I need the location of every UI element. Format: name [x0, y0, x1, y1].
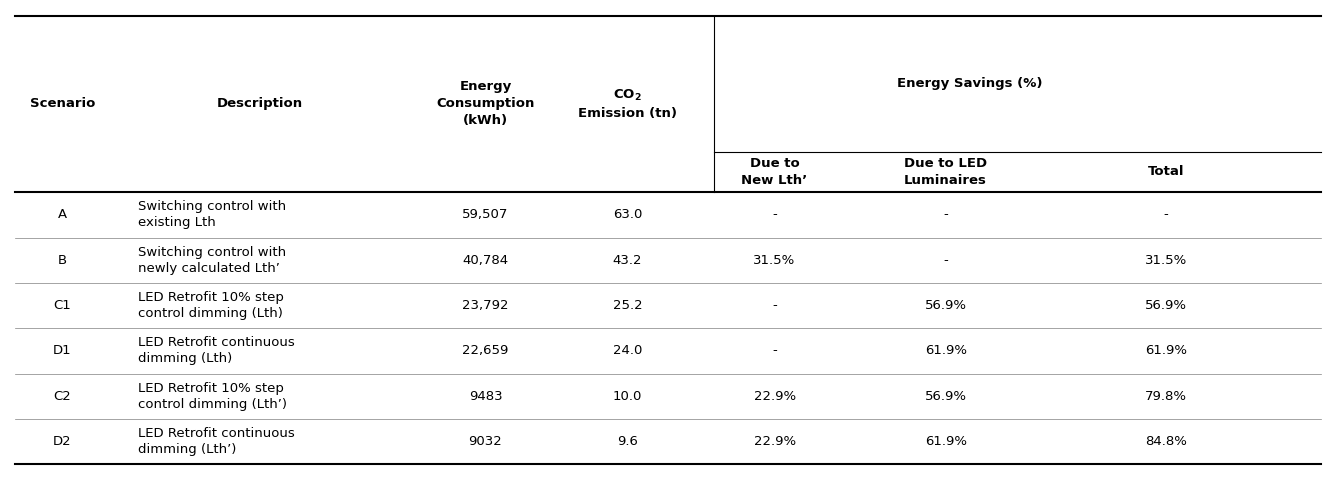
Text: 9483: 9483	[469, 390, 502, 403]
Text: 79.8%: 79.8%	[1144, 390, 1187, 403]
Text: 31.5%: 31.5%	[754, 254, 796, 267]
Text: 61.9%: 61.9%	[925, 435, 966, 448]
Text: Due to
New Lth’: Due to New Lth’	[742, 157, 808, 187]
Text: -: -	[772, 345, 777, 358]
Text: $\mathbf{CO_2}$
Emission (tn): $\mathbf{CO_2}$ Emission (tn)	[578, 88, 676, 120]
Text: 59,507: 59,507	[462, 208, 509, 221]
Text: 10.0: 10.0	[613, 390, 642, 403]
Text: -: -	[772, 208, 777, 221]
Text: D1: D1	[53, 345, 72, 358]
Text: -: -	[944, 254, 948, 267]
Text: 24.0: 24.0	[613, 345, 642, 358]
Text: 22,659: 22,659	[462, 345, 509, 358]
Text: 31.5%: 31.5%	[1144, 254, 1187, 267]
Text: 25.2: 25.2	[613, 299, 642, 312]
Text: C2: C2	[53, 390, 72, 403]
Text: 43.2: 43.2	[613, 254, 642, 267]
Text: Energy Savings (%): Energy Savings (%)	[897, 77, 1043, 90]
Text: 22.9%: 22.9%	[754, 435, 796, 448]
Text: 22.9%: 22.9%	[754, 390, 796, 403]
Text: LED Retrofit continuous
dimming (Lth): LED Retrofit continuous dimming (Lth)	[138, 336, 295, 365]
Text: 9.6: 9.6	[617, 435, 638, 448]
Text: Description: Description	[217, 97, 303, 110]
Text: -: -	[772, 299, 777, 312]
Text: 40,784: 40,784	[462, 254, 509, 267]
Text: LED Retrofit 10% step
control dimming (Lth): LED Retrofit 10% step control dimming (L…	[138, 291, 284, 320]
Text: LED Retrofit continuous
dimming (Lth’): LED Retrofit continuous dimming (Lth’)	[138, 427, 295, 456]
Text: 56.9%: 56.9%	[925, 390, 966, 403]
Text: Due to LED
Luminaires: Due to LED Luminaires	[904, 157, 987, 187]
Text: LED Retrofit 10% step
control dimming (Lth’): LED Retrofit 10% step control dimming (L…	[138, 382, 287, 411]
Text: 56.9%: 56.9%	[1144, 299, 1187, 312]
Text: Scenario: Scenario	[29, 97, 96, 110]
Text: 84.8%: 84.8%	[1144, 435, 1187, 448]
Text: Total: Total	[1147, 166, 1184, 179]
Text: -: -	[944, 208, 948, 221]
Text: Switching control with
existing Lth: Switching control with existing Lth	[138, 201, 286, 229]
Text: A: A	[58, 208, 66, 221]
Text: B: B	[58, 254, 66, 267]
Text: 56.9%: 56.9%	[925, 299, 966, 312]
Text: -: -	[1163, 208, 1168, 221]
Text: D2: D2	[53, 435, 72, 448]
Text: 61.9%: 61.9%	[1144, 345, 1187, 358]
Text: 63.0: 63.0	[613, 208, 642, 221]
Text: 9032: 9032	[469, 435, 502, 448]
Text: Switching control with
newly calculated Lth’: Switching control with newly calculated …	[138, 246, 286, 275]
Text: C1: C1	[53, 299, 72, 312]
Text: Energy
Consumption
(kWh): Energy Consumption (kWh)	[436, 81, 534, 128]
Text: 61.9%: 61.9%	[925, 345, 966, 358]
Text: 23,792: 23,792	[462, 299, 509, 312]
